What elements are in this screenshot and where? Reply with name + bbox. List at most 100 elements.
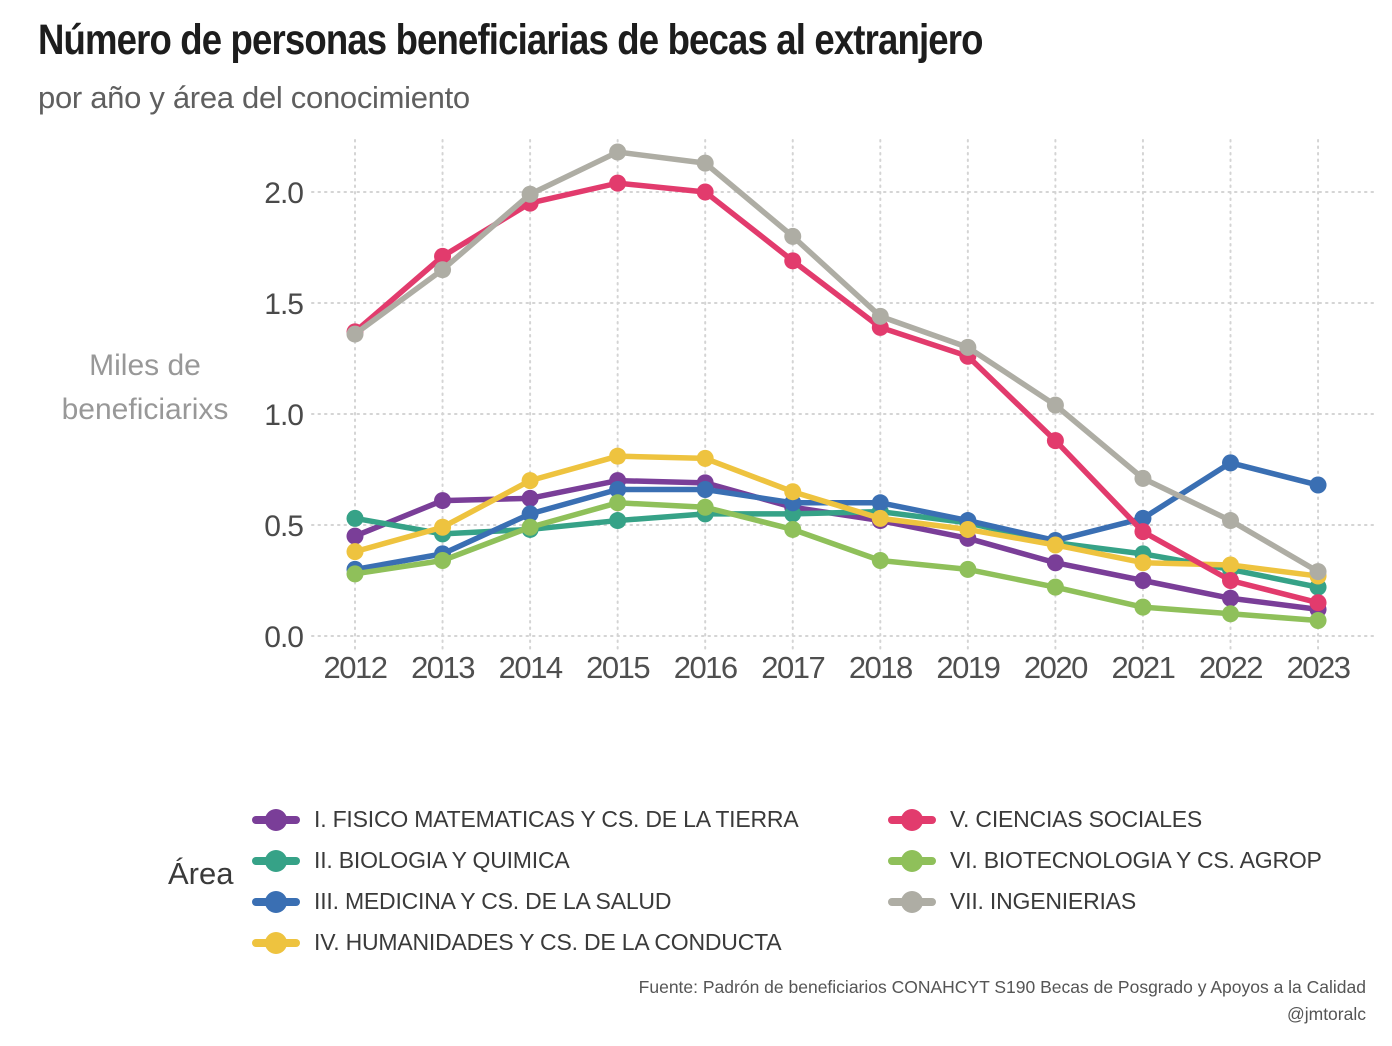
x-tick-label: 2022 <box>1199 650 1262 685</box>
data-point <box>1046 578 1064 596</box>
data-point <box>521 518 539 536</box>
y-axis-label-line2: beneficiarixs <box>61 392 229 426</box>
footer: Fuente: Padrón de beneficiarios CONAHCYT… <box>639 974 1366 1028</box>
series-line <box>352 180 1321 606</box>
y-tick-label: 0.5 <box>264 510 303 543</box>
data-point <box>1046 554 1064 572</box>
series-line <box>352 453 1321 579</box>
legend-column-1: I. FISICO MATEMATICAS Y CS. DE LA TIERRA… <box>252 799 799 963</box>
data-point <box>609 143 627 161</box>
y-tick-label: 0.0 <box>264 621 303 654</box>
data-point <box>696 449 714 467</box>
x-tick-label: 2015 <box>586 650 649 685</box>
chart-title: Número de personas beneficiarias de beca… <box>38 16 983 64</box>
author-handle: @jmtoralc <box>1286 1004 1366 1025</box>
data-point <box>609 447 627 465</box>
data-point <box>1222 572 1239 589</box>
data-point <box>521 185 539 203</box>
data-point <box>696 498 714 516</box>
data-point <box>609 174 627 192</box>
data-point <box>346 509 364 527</box>
data-point <box>1046 396 1064 414</box>
data-point <box>1222 556 1239 574</box>
legend-marker-icon <box>252 890 300 913</box>
data-point <box>696 480 714 498</box>
data-point <box>1222 605 1239 623</box>
data-point <box>521 472 539 490</box>
data-point <box>1134 523 1152 541</box>
legend-label: III. MEDICINA Y CS. DE LA SALUD <box>314 888 672 914</box>
data-point <box>346 325 364 343</box>
data-point <box>1046 536 1064 554</box>
x-tick-label: 2016 <box>674 650 737 685</box>
legend-item: VII. INGENIERIAS <box>888 881 1322 922</box>
x-tick-label: 2012 <box>324 650 387 685</box>
data-point <box>871 552 889 570</box>
legend-label: IV. HUMANIDADES Y CS. DE LA CONDUCTA <box>314 929 782 955</box>
line-chart-plot-area: 0.0 0.5 1.0 1.5 2.0 2012 2013 2014 2015 2016 2017 2… <box>264 139 1375 685</box>
data-point <box>1309 611 1327 629</box>
legend-label: VI. BIOTECNOLOGIA Y CS. AGROP <box>950 847 1322 873</box>
y-tick-label: 1.0 <box>264 399 303 432</box>
data-point <box>1134 554 1152 572</box>
legend-item: III. MEDICINA Y CS. DE LA SALUD <box>252 881 798 922</box>
data-point <box>1309 476 1327 494</box>
data-point <box>871 509 889 527</box>
data-point <box>871 494 889 512</box>
legend-item: IV. HUMANIDADES Y CS. DE LA CONDUCTA <box>252 922 798 963</box>
legend-marker-icon <box>888 849 936 872</box>
chart-subtitle: por año y área del conocimiento <box>38 80 470 115</box>
x-tick-label: 2019 <box>936 650 999 685</box>
legend-marker-icon <box>252 849 300 872</box>
data-point <box>434 261 452 279</box>
legend-column-2: V. CIENCIAS SOCIALES VI. BIOTECNOLOGIA Y … <box>888 799 1322 922</box>
data-point <box>609 512 627 530</box>
legend-item: I. FISICO MATEMATICAS Y CS. DE LA TIERRA <box>252 799 799 840</box>
y-tick-label: 2.0 <box>264 177 303 210</box>
x-tick-label: 2021 <box>1111 650 1174 685</box>
x-tick-label: 2014 <box>499 650 563 685</box>
series-line <box>352 149 1321 575</box>
data-point <box>521 505 539 523</box>
data-point <box>434 492 452 510</box>
x-tick-label: 2013 <box>411 650 474 685</box>
legend-label: V. CIENCIAS SOCIALES <box>950 806 1203 832</box>
legend-marker-icon <box>888 808 936 831</box>
data-point <box>609 494 627 512</box>
data-point <box>1134 598 1152 616</box>
data-point <box>959 560 977 578</box>
data-point <box>1309 594 1327 612</box>
data-point <box>959 520 977 538</box>
data-point <box>434 247 452 265</box>
y-axis-label: Miles de beneficiarixs <box>36 344 254 431</box>
y-axis-label-line1: Miles de <box>89 349 201 382</box>
data-point <box>696 183 714 201</box>
data-point <box>1222 512 1239 530</box>
legend-marker-icon <box>252 808 300 831</box>
data-point <box>696 154 714 172</box>
data-point <box>1134 572 1152 589</box>
legend-label: I. FISICO MATEMATICAS Y CS. DE LA TIERRA <box>314 806 799 832</box>
data-point <box>1309 563 1327 581</box>
data-point <box>959 338 977 356</box>
data-point <box>1134 509 1152 527</box>
data-point <box>1222 454 1239 472</box>
legend-marker-icon <box>888 890 936 913</box>
legend-label: II. BIOLOGIA Y QUIMICA <box>314 847 570 873</box>
data-point <box>784 227 802 245</box>
data-point <box>1046 432 1064 450</box>
x-tick-label: 2018 <box>849 650 912 685</box>
x-tick-label: 2017 <box>761 650 824 685</box>
data-point <box>521 489 539 507</box>
data-point <box>346 565 364 583</box>
data-point <box>1222 589 1239 607</box>
legend-item: V. CIENCIAS SOCIALES <box>888 799 1322 840</box>
data-point <box>346 527 364 545</box>
legend-item: VI. BIOTECNOLOGIA Y CS. AGROP <box>888 840 1322 881</box>
source-note: Fuente: Padrón de beneficiarios CONAHCYT… <box>638 977 1366 997</box>
data-point <box>434 518 452 536</box>
data-point <box>784 252 802 270</box>
data-point <box>346 543 364 561</box>
legend-marker-icon <box>252 931 300 954</box>
